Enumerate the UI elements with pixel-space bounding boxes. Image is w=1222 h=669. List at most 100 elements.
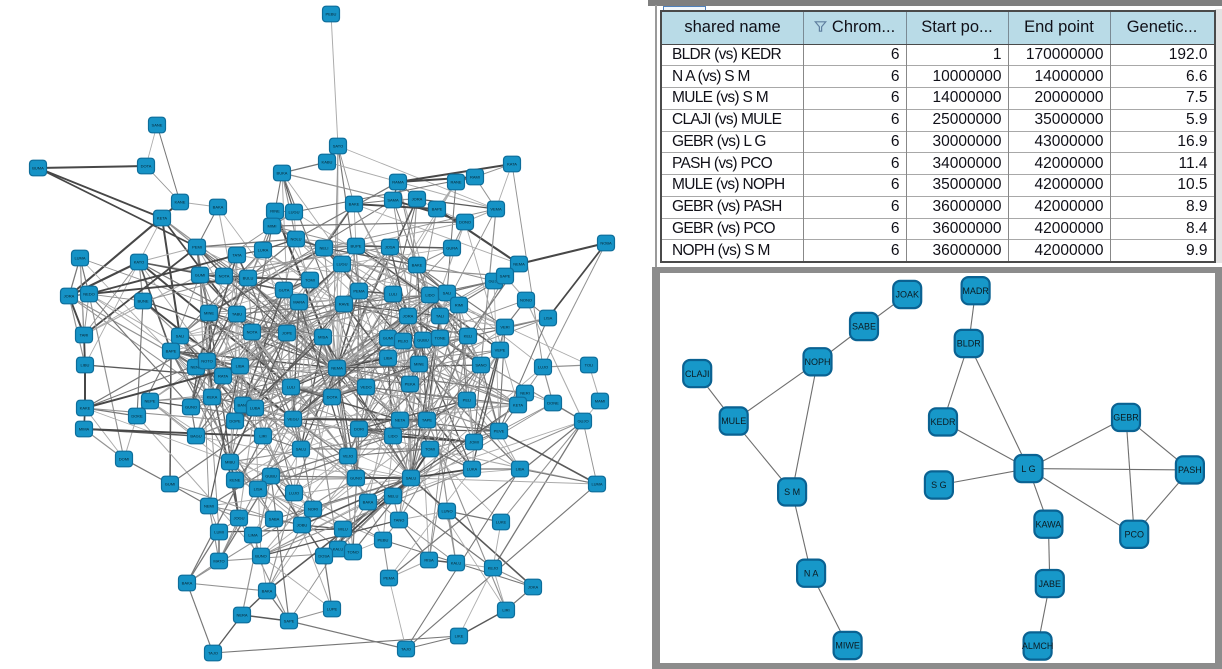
svg-text:RANE: RANE xyxy=(450,179,461,184)
svg-text:VERI: VERI xyxy=(500,324,509,329)
svg-text:PEMA: PEMA xyxy=(353,288,365,293)
svg-text:JOPE: JOPE xyxy=(282,330,293,335)
svg-text:DONE: DONE xyxy=(547,400,559,405)
svg-text:TABU: TABU xyxy=(232,311,242,316)
svg-text:MAMI: MAMI xyxy=(595,398,605,403)
svg-text:MARA: MARA xyxy=(293,299,305,304)
svg-text:LUGU: LUGU xyxy=(336,261,347,266)
svg-text:RINE: RINE xyxy=(270,208,280,213)
svg-text:GUNO: GUNO xyxy=(185,404,197,409)
svg-text:BAKA: BAKA xyxy=(262,588,273,593)
svg-text:LIKE: LIKE xyxy=(455,633,464,638)
svg-text:NEDO: NEDO xyxy=(83,291,95,296)
svg-text:TONO: TONO xyxy=(347,549,358,554)
svg-text:TAPE: TAPE xyxy=(422,417,432,422)
svg-text:LIMA: LIMA xyxy=(248,532,258,537)
svg-text:PELI: PELI xyxy=(463,397,472,402)
svg-text:MULE: MULE xyxy=(721,416,746,426)
svg-text:SALU: SALU xyxy=(406,475,417,480)
svg-text:BANE: BANE xyxy=(238,402,249,407)
svg-text:GUMI: GUMI xyxy=(383,335,393,340)
svg-text:MIMI: MIMI xyxy=(268,223,277,228)
svg-text:MATO: MATO xyxy=(213,558,224,563)
svg-text:NEPE: NEPE xyxy=(145,398,156,403)
svg-text:DOMI: DOMI xyxy=(119,456,129,461)
svg-text:TOLI: TOLI xyxy=(585,362,594,367)
svg-text:MINE: MINE xyxy=(204,310,214,315)
svg-text:GUBU: GUBU xyxy=(265,473,277,478)
svg-text:CLAJI: CLAJI xyxy=(685,368,710,378)
svg-text:NERI: NERI xyxy=(520,390,530,395)
svg-text:KETA: KETA xyxy=(513,402,523,407)
svg-text:KEJO: KEJO xyxy=(488,565,498,570)
svg-text:LIBA: LIBA xyxy=(516,466,525,471)
svg-text:BAKE: BAKE xyxy=(349,201,360,206)
svg-text:BAPE: BAPE xyxy=(166,348,177,353)
svg-text:PEVE: PEVE xyxy=(494,428,505,433)
svg-text:DOTA: DOTA xyxy=(327,394,338,399)
svg-text:LUKE: LUKE xyxy=(496,519,507,524)
svg-text:LIRI: LIRI xyxy=(259,433,266,438)
svg-text:KENE: KENE xyxy=(230,477,241,482)
svg-text:SALU: SALU xyxy=(296,446,307,451)
svg-text:SABE: SABE xyxy=(852,321,876,331)
svg-text:PASH: PASH xyxy=(1178,465,1202,475)
svg-text:VEMA: VEMA xyxy=(490,206,502,211)
svg-text:SALI: SALI xyxy=(176,333,185,338)
svg-text:NOBA: NOBA xyxy=(600,240,612,245)
svg-text:BAGU: BAGU xyxy=(190,433,201,438)
svg-text:DORI: DORI xyxy=(354,426,364,431)
svg-text:DOSA: DOSA xyxy=(318,553,330,558)
svg-text:JABE: JABE xyxy=(1039,578,1062,588)
svg-text:PEMA: PEMA xyxy=(383,575,395,580)
svg-text:JOMI: JOMI xyxy=(469,439,479,444)
svg-text:TARI: TARI xyxy=(80,332,89,337)
svg-text:GUBU: GUBU xyxy=(417,337,429,342)
svg-text:NELI: NELI xyxy=(320,245,329,250)
svg-text:NOTA: NOTA xyxy=(247,329,258,334)
svg-text:MIBU: MIBU xyxy=(225,459,235,464)
svg-text:VEGU: VEGU xyxy=(287,416,298,421)
svg-text:BAKA: BAKA xyxy=(363,499,374,504)
svg-text:TANO: TANO xyxy=(394,517,405,522)
svg-text:SALI: SALI xyxy=(443,290,452,295)
svg-text:PEBU: PEBU xyxy=(378,537,389,542)
svg-text:TATA: TATA xyxy=(232,252,242,257)
svg-text:JORA: JORA xyxy=(64,293,75,298)
svg-text:VEDO: VEDO xyxy=(360,384,371,389)
svg-text:TAJO: TAJO xyxy=(401,646,411,651)
svg-text:GUTA: GUTA xyxy=(279,287,290,292)
svg-text:N A: N A xyxy=(804,568,819,578)
svg-text:GUMI: GUMI xyxy=(165,481,175,486)
svg-text:BAPE: BAPE xyxy=(432,206,443,211)
svg-text:SAPE: SAPE xyxy=(500,273,511,278)
svg-text:S M: S M xyxy=(784,487,800,497)
svg-text:SANO: SANO xyxy=(475,362,486,367)
svg-text:MIMA: MIMA xyxy=(79,426,90,431)
svg-text:KELI: KELI xyxy=(464,333,473,338)
svg-text:TONE: TONE xyxy=(434,335,445,340)
svg-text:BUPE: BUPE xyxy=(351,243,362,248)
svg-text:NERA: NERA xyxy=(236,612,247,617)
svg-text:LUMI: LUMI xyxy=(214,529,224,534)
svg-text:JOBU: JOBU xyxy=(297,522,308,527)
svg-text:NEMI: NEMI xyxy=(204,503,214,508)
svg-text:KEKA: KEKA xyxy=(207,394,218,399)
svg-text:BUKA: BUKA xyxy=(277,170,288,175)
svg-text:VEJO: VEJO xyxy=(343,453,353,458)
svg-text:NOTA: NOTA xyxy=(219,273,230,278)
svg-text:NOLU: NOLU xyxy=(290,236,301,241)
svg-text:RIMI: RIMI xyxy=(455,302,463,307)
svg-text:DOPE: DOPE xyxy=(229,418,241,423)
svg-text:MADR: MADR xyxy=(962,285,989,295)
svg-text:NELU: NELU xyxy=(388,493,399,498)
svg-text:S G: S G xyxy=(931,480,947,490)
svg-text:LUKA: LUKA xyxy=(467,466,478,471)
svg-text:PEKA: PEKA xyxy=(405,381,416,386)
svg-text:NOPH: NOPH xyxy=(804,357,830,367)
svg-text:MISA: MISA xyxy=(318,334,328,339)
svg-text:SANE: SANE xyxy=(152,122,163,127)
svg-text:RAMA: RAMA xyxy=(392,179,404,184)
svg-text:NONO: NONO xyxy=(520,297,532,302)
svg-text:LUGU: LUGU xyxy=(288,209,299,214)
